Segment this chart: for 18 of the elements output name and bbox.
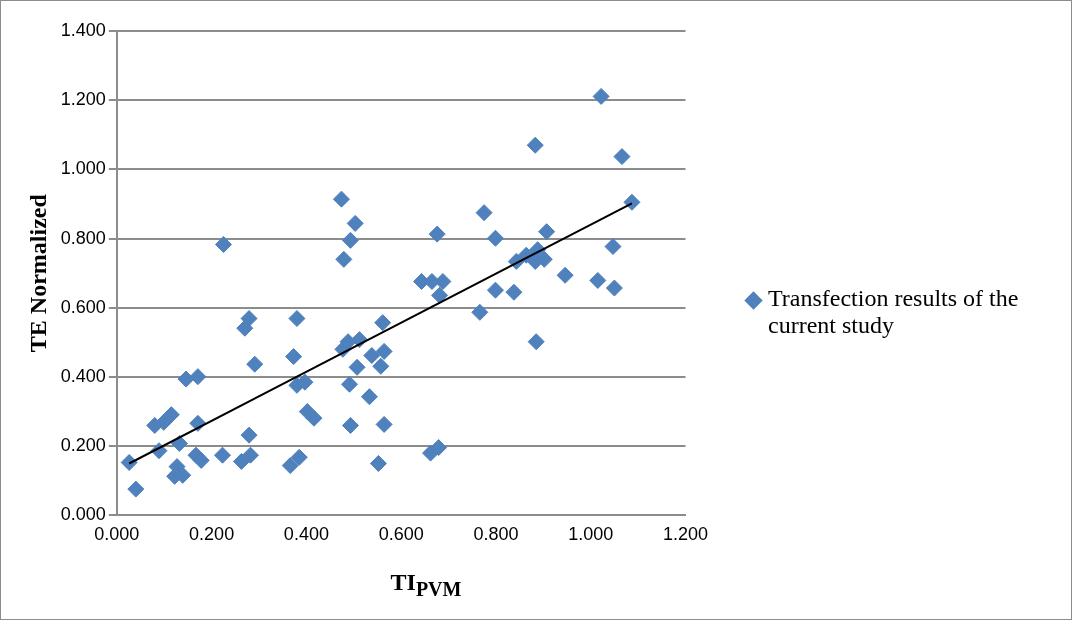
- x-tick-label: 1.200: [662, 524, 708, 545]
- x-tick-label: 0.000: [94, 524, 140, 545]
- y-tick-label: 0.400: [60, 365, 106, 386]
- x-tick-label: 0.600: [378, 524, 424, 545]
- x-tick-label: 0.200: [189, 524, 235, 545]
- x-tick-label: 0.400: [283, 524, 329, 545]
- legend-label: Transfection results of the current study: [768, 285, 1020, 339]
- x-tick-label: 1.000: [568, 524, 614, 545]
- x-axis-title: TI$_{PVM}$: [389, 569, 463, 601]
- y-tick-label: 1.200: [60, 89, 106, 110]
- y-axis-title: TE Normalized: [24, 193, 51, 353]
- y-tick-label: 0.000: [60, 504, 106, 525]
- y-tick-label: 1.400: [60, 19, 106, 40]
- y-tick-label: 1.000: [60, 158, 106, 179]
- y-tick-label: 0.200: [60, 435, 106, 456]
- x-tick-label: 0.800: [473, 524, 519, 545]
- y-tick-label: 0.800: [60, 227, 106, 248]
- y-tick-label: 0.600: [60, 296, 106, 317]
